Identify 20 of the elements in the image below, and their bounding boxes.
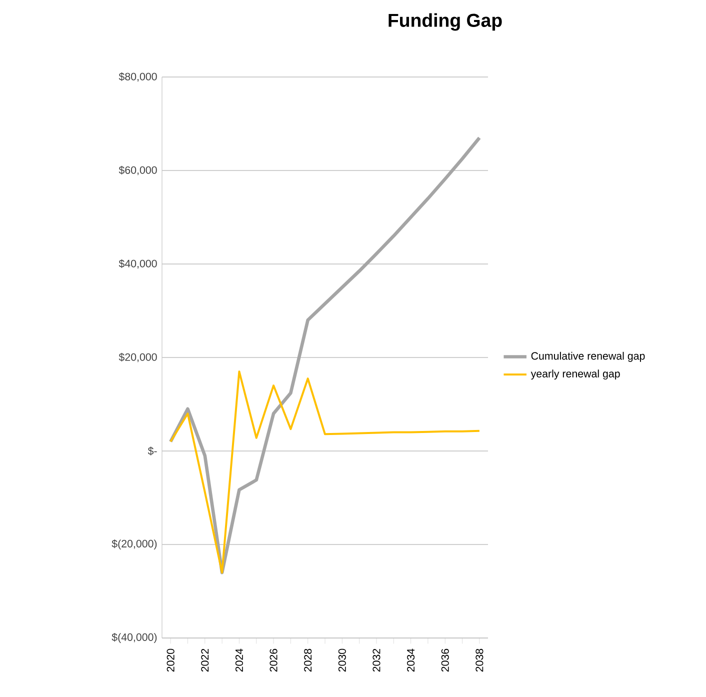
x-tick-label: 2036 <box>441 648 449 672</box>
y-tick-label: $80,000 <box>118 72 157 82</box>
y-tick-label: $- <box>148 446 157 456</box>
x-tick-label: 2032 <box>372 648 380 672</box>
x-tick-label: 2022 <box>201 648 209 672</box>
y-tick-label: $20,000 <box>118 352 157 362</box>
x-tick-label: 2038 <box>476 648 484 672</box>
x-tick-label: 2020 <box>166 648 174 672</box>
legend-label: Cumulative renewal gap <box>531 352 645 362</box>
legend-label: yearly renewal gap <box>530 370 620 380</box>
y-tick-label: $(40,000) <box>112 632 157 644</box>
y-tick-label: $40,000 <box>118 259 157 269</box>
y-tick-label: $(20,000) <box>112 539 157 550</box>
x-tick-label: 2026 <box>270 648 278 672</box>
x-tick-label: 2024 <box>235 648 243 672</box>
x-tick-label: 2028 <box>304 648 312 672</box>
chart-title: Funding Gap <box>388 13 502 31</box>
x-tick-label: 2034 <box>407 648 415 672</box>
y-tick-label: $60,000 <box>118 166 157 176</box>
x-tick-label: 2030 <box>338 648 346 672</box>
